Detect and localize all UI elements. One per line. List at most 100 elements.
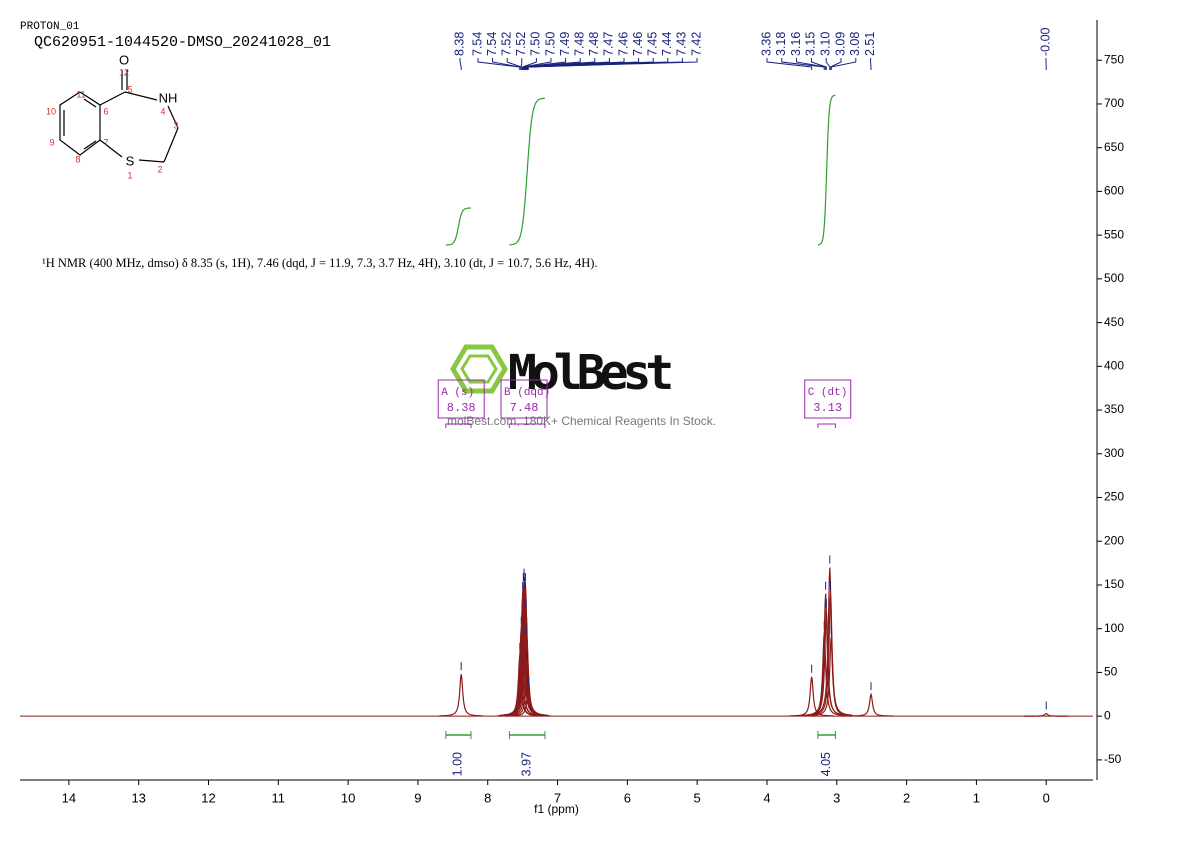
multiplet-box xyxy=(437,379,485,419)
peak-connector xyxy=(781,58,825,70)
peak-label: 7.52 xyxy=(514,32,528,56)
y-tick-label: 150 xyxy=(1104,577,1124,591)
peak-label: 7.43 xyxy=(675,32,689,56)
x-tick-label: 6 xyxy=(624,790,631,805)
peak xyxy=(506,687,551,717)
peak-label: 7.45 xyxy=(645,32,659,56)
y-tick-label: 450 xyxy=(1104,315,1124,329)
peak-label: 7.54 xyxy=(470,32,484,56)
y-tick-label: 600 xyxy=(1104,184,1124,198)
x-tick-label: 3 xyxy=(833,790,840,805)
peak-label: 3.10 xyxy=(818,32,832,56)
peak-label: 7.48 xyxy=(587,32,601,56)
peak-connector xyxy=(527,58,698,70)
peak-connector xyxy=(796,58,827,70)
atom-number: 5 xyxy=(127,84,132,94)
experiment-name: PROTON_01 xyxy=(20,21,80,33)
y-tick-label: 300 xyxy=(1104,446,1124,460)
x-tick-label: 7 xyxy=(554,790,561,805)
peak-label: 7.49 xyxy=(558,32,572,56)
peak-label: -0.00 xyxy=(1038,27,1052,56)
peak-connector xyxy=(506,58,522,70)
sample-name: QC620951-1044520-DMSO_20241028_01 xyxy=(34,34,331,51)
atom-label: S xyxy=(126,153,135,168)
peak-connector xyxy=(810,58,827,70)
y-tick-label: 550 xyxy=(1104,227,1124,241)
peak-label: 7.46 xyxy=(631,32,645,56)
multiplet-shift: 8.38 xyxy=(447,401,476,415)
peak xyxy=(848,692,894,717)
peak-connector xyxy=(522,58,552,70)
multiplet-box xyxy=(804,379,852,419)
atom-number: 4 xyxy=(160,106,165,116)
peak-connector xyxy=(492,58,521,70)
peak xyxy=(1024,712,1069,717)
peak-connector xyxy=(830,58,857,70)
peak-label: 3.36 xyxy=(759,32,773,56)
peak-connector xyxy=(825,58,831,70)
atom-number: 2 xyxy=(157,164,162,174)
peak xyxy=(809,637,854,717)
integral-label: 4.05 xyxy=(819,752,833,776)
atom-number: 10 xyxy=(46,106,56,116)
peak-label: 7.44 xyxy=(660,32,674,56)
integral-label: 3.97 xyxy=(519,752,533,776)
peak-label: 3.18 xyxy=(774,32,788,56)
integral-curve xyxy=(817,94,836,246)
peak-connector xyxy=(766,58,813,70)
x-tick-label: 5 xyxy=(694,790,701,805)
watermark xyxy=(450,344,508,394)
y-tick-label: 100 xyxy=(1104,621,1124,635)
peak-connector xyxy=(522,58,567,70)
integral-curve xyxy=(509,97,546,246)
atom-label: O xyxy=(119,52,129,67)
peak-label: 3.08 xyxy=(848,32,862,56)
x-tick-label: 1 xyxy=(973,790,980,805)
x-tick-label: 4 xyxy=(763,790,770,805)
x-tick-label: 2 xyxy=(903,790,910,805)
atom-number: 9 xyxy=(49,137,54,147)
atom-number: 3 xyxy=(173,120,178,130)
peak-connector xyxy=(459,58,462,70)
integral-curve xyxy=(445,207,471,246)
peak xyxy=(789,676,834,717)
peak-label: 7.42 xyxy=(689,32,703,56)
atom-number: 7 xyxy=(103,137,108,147)
multiplet-shift: 3.13 xyxy=(813,401,842,415)
y-tick-label: 200 xyxy=(1104,533,1124,547)
multiplet-shift: 7.48 xyxy=(510,401,539,415)
x-tick-label: 0 xyxy=(1043,790,1050,805)
peak-connector xyxy=(520,58,523,70)
peak-label: 8.38 xyxy=(452,32,466,56)
integral-label: 1.00 xyxy=(451,752,465,776)
peak-label: 7.50 xyxy=(529,32,543,56)
watermark-tagline: molBest.com, 180K+ Chemical Reagents In … xyxy=(447,414,716,428)
atom-number: 6 xyxy=(103,106,108,116)
peak-label: 7.48 xyxy=(572,32,586,56)
multiplet-name: B (dqd) xyxy=(504,387,550,399)
multiplet-name: C (dt) xyxy=(808,387,848,399)
x-tick-label: 14 xyxy=(62,790,76,805)
peak-label: 7.47 xyxy=(602,32,616,56)
peak-label: 3.16 xyxy=(789,32,803,56)
atom-number: 8 xyxy=(75,154,80,164)
peak-connector xyxy=(830,58,842,70)
y-tick-label: 250 xyxy=(1104,490,1124,504)
atom-number: 11 xyxy=(76,89,85,99)
multiplet-range xyxy=(445,423,472,428)
x-tick-label: 11 xyxy=(272,790,286,805)
peak-label: 7.50 xyxy=(543,32,557,56)
atom-number: 12 xyxy=(119,67,129,77)
peak-label: 3.15 xyxy=(804,32,818,56)
x-tick-label: 12 xyxy=(201,790,215,805)
x-tick-label: 13 xyxy=(131,790,145,805)
y-tick-label: 700 xyxy=(1104,96,1124,110)
y-tick-label: 0 xyxy=(1104,708,1111,722)
molecule-bonds xyxy=(59,70,179,163)
atom-label: NH xyxy=(159,90,178,105)
peak-label: 7.54 xyxy=(485,32,499,56)
y-tick-label: -50 xyxy=(1104,752,1122,766)
multiplet-box xyxy=(500,379,548,419)
